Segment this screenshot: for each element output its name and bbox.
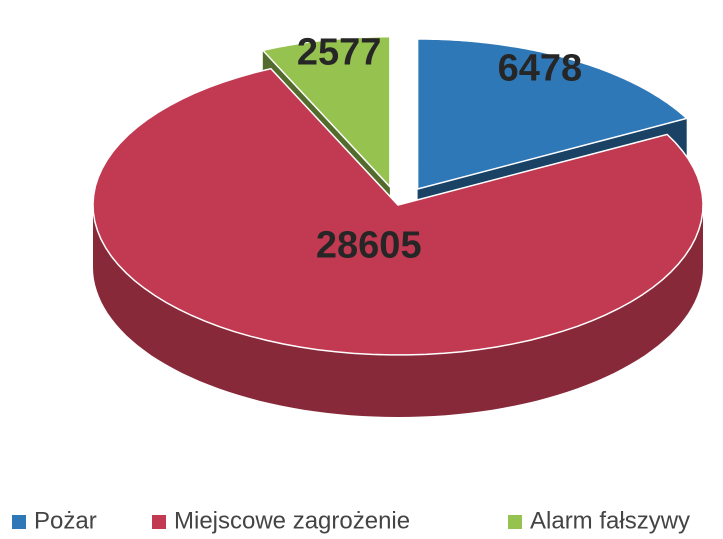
data-label: 2577 [297, 31, 382, 73]
slice-side [93, 205, 703, 417]
legend-swatch [508, 515, 522, 529]
legend-swatch [12, 515, 26, 529]
data-label: 28605 [316, 225, 422, 267]
slice [261, 35, 391, 189]
legend-label: Miejscowe zagrożenie [174, 507, 410, 534]
data-label: 6478 [498, 48, 583, 90]
legend-label: Pożar [34, 507, 97, 534]
slice [92, 67, 704, 356]
slice [416, 38, 689, 190]
legend-label: Alarm fałszywy [530, 507, 690, 534]
legend-swatch [152, 515, 166, 529]
